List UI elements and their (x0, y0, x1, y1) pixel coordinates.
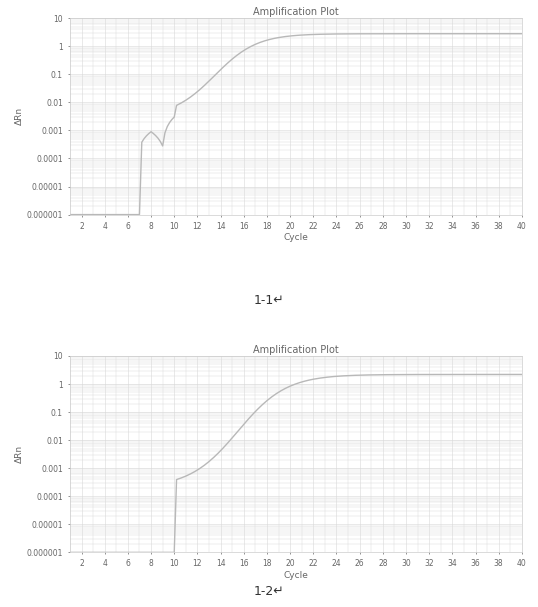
Y-axis label: ΔRn: ΔRn (15, 445, 24, 463)
Title: Amplification Plot: Amplification Plot (253, 7, 339, 18)
Title: Amplification Plot: Amplification Plot (253, 345, 339, 355)
Y-axis label: ΔRn: ΔRn (15, 107, 24, 126)
X-axis label: Cycle: Cycle (284, 571, 308, 580)
Text: 1-1↵: 1-1↵ (253, 294, 285, 307)
Text: 1-2↵: 1-2↵ (253, 585, 285, 599)
X-axis label: Cycle: Cycle (284, 233, 308, 242)
